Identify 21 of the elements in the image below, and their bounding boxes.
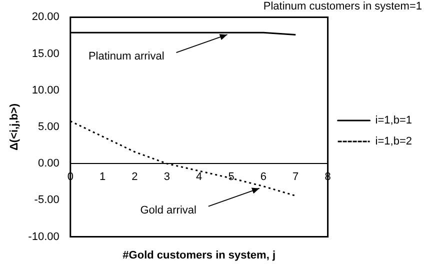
annotation: Platinum arrival [88, 50, 164, 63]
x-tick-label: 4 [196, 171, 202, 184]
y-tick-label: 5.00 [38, 121, 60, 134]
legend-label: i=1,b=1 [375, 114, 412, 127]
x-tick-label: 7 [292, 171, 299, 184]
y-tick-label: 10.00 [32, 84, 60, 96]
legend-label: i=1,b=2 [375, 136, 412, 148]
chart-title: Platinum customers in system=1 [263, 0, 422, 13]
x-axis-title: #Gold customers in system, j [122, 249, 276, 262]
x-tick-label: 6 [260, 171, 267, 184]
x-tick-label: 3 [164, 171, 170, 184]
y-tick-label: 15.00 [32, 48, 60, 60]
y-tick-label: -5.00 [34, 194, 60, 206]
y-tick-label: 20.00 [32, 11, 60, 24]
x-tick-label: 1 [100, 171, 106, 184]
x-tick-label: 2 [132, 171, 138, 184]
x-tick-label: 5 [228, 171, 234, 184]
y-tick-label: -10.00 [28, 230, 60, 243]
annotation: Gold arrival [140, 204, 196, 216]
y-tick-label: 0.00 [38, 158, 60, 170]
y-axis-title: Δ(<i,j,b>) [8, 103, 21, 151]
